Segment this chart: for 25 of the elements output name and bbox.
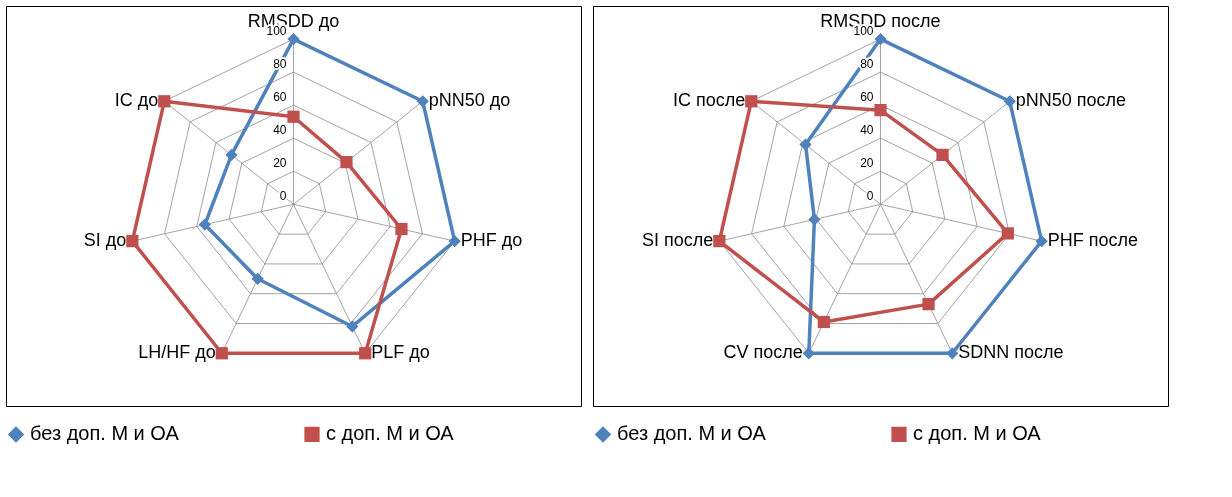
y-tick-label: 0 bbox=[279, 189, 287, 204]
spoke-label: PHF после bbox=[1047, 230, 1138, 251]
spoke-label: pNN50 до bbox=[428, 90, 511, 111]
y-tick-label: 100 bbox=[853, 24, 874, 39]
legend-label: без доп. М и ОА bbox=[30, 422, 180, 445]
spoke-label: PHF до bbox=[460, 230, 523, 251]
y-tick-label: 0 bbox=[866, 189, 874, 204]
y-tick-label: 60 bbox=[860, 90, 874, 105]
y-tick-label: 20 bbox=[273, 156, 287, 171]
spoke-label: pNN50 после bbox=[1015, 90, 1127, 111]
spoke-label: IC до bbox=[114, 90, 159, 111]
spoke-label: PLF до bbox=[371, 342, 430, 363]
y-tick-label: 60 bbox=[273, 90, 287, 105]
legend-label: с доп. М и ОА bbox=[913, 422, 1042, 445]
spoke-label: CV после bbox=[723, 342, 803, 363]
spoke-label: SDNN после bbox=[958, 342, 1064, 363]
y-tick-label: 40 bbox=[860, 123, 874, 138]
spoke-label: LH/HF до bbox=[138, 342, 216, 363]
legend-label: с доп. М и ОА bbox=[326, 422, 455, 445]
spoke-label: SI до bbox=[83, 230, 127, 251]
y-tick-label: 40 bbox=[273, 123, 287, 138]
legend-label: без доп. М и ОА bbox=[617, 422, 767, 445]
y-tick-label: 20 bbox=[860, 156, 874, 171]
spoke-label: IC после bbox=[672, 90, 746, 111]
spoke-label: SI после bbox=[642, 230, 714, 251]
